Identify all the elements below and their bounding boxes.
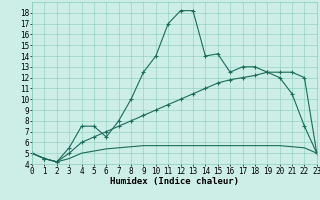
X-axis label: Humidex (Indice chaleur): Humidex (Indice chaleur) bbox=[110, 177, 239, 186]
